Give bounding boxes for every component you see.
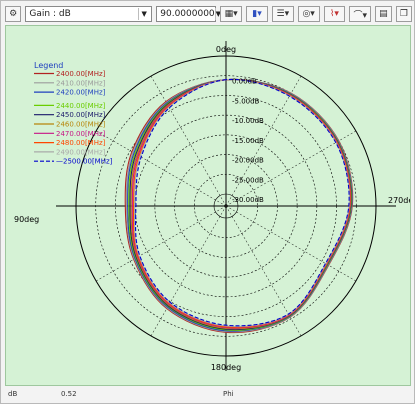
legend-label: 2450.00[MHz] [56,111,106,119]
plot-type-button[interactable]: ⌇▾ [323,6,346,22]
status-axis: Phi [223,390,234,398]
export-button[interactable]: ▤ [375,6,392,22]
radial-tick-label: -15.00dB [232,137,264,145]
grid-spoke [95,130,227,207]
legend-label: 2440.00[MHz] [56,102,106,110]
grid-icon: ▦▾ [224,9,238,19]
polar-grid [56,41,396,371]
status-unit: dB [8,390,18,398]
angle-labels: 0deg 90deg 180deg 270deg [14,45,411,372]
curve-button[interactable]: ⌒▾ [349,6,372,22]
color-bars-icon: ▮▾ [252,9,262,19]
angle-label-top: 0deg [216,45,236,54]
color-button[interactable]: ▮▾ [246,6,268,22]
plot-area[interactable]: 0.00dB -5.00dB -10.00dB -15.00dB -20.00dB -25… [5,25,411,386]
toolbar: ⚙ Gain : dB ▼ 90.0000000 ▼ ▦▾ ▮▾ ☰▾ ◎▾ ⌇… [5,5,413,23]
target-icon: ◎▾ [302,9,315,19]
document-icon: ▤ [379,9,388,19]
grid-spoke [95,205,227,282]
series-group [124,78,354,334]
radial-tick-label: -30.00dB [232,196,264,204]
copy-button[interactable]: ❐ [395,6,413,22]
radial-tick-label: -20.00dB [232,157,264,165]
radial-tick-label: -10.00dB [232,117,264,125]
legend-label: 2470.00[MHz] [56,130,106,138]
legend-label: 2460.00[MHz] [56,121,106,129]
legend-label: 2420.00[MHz] [56,89,106,97]
radial-tick-label: -5.00dB [232,97,260,105]
grid-spoke [225,130,357,207]
status-value: 0.52 [61,390,77,398]
angle-select-value: 90.0000000 [160,9,215,19]
radial-tick-label: -25.00dB [232,176,264,184]
polar-chart: 0.00dB -5.00dB -10.00dB -15.00dB -20.00dB -25… [14,41,411,372]
copy-icon: ❐ [399,9,408,19]
legend-label: 2400.00[MHz] [56,70,106,78]
legend-label: 2410.00[MHz] [56,79,106,87]
marker-button[interactable]: ◎▾ [297,6,320,22]
list-icon: ☰▾ [276,9,290,19]
chevron-down-icon: ▼ [138,8,149,20]
line-chart-icon: ⌇▾ [330,9,339,19]
settings-button[interactable]: ⚙ [5,6,22,22]
grid-spoke [150,75,227,207]
radial-tick-labels: 0.00dB -5.00dB -10.00dB -15.00dB -20.00dB -25… [232,78,264,204]
legend-button[interactable]: ☰▾ [271,6,294,22]
curve-icon: ⌒▾ [353,10,368,21]
quantity-select[interactable]: Gain : dB ▼ [25,6,153,22]
radial-tick-label: 0.00dB [232,78,257,86]
legend-label: 2490.00[MHz] [56,148,106,156]
grid-spoke [225,205,357,282]
angle-label-right: 270deg [388,196,411,205]
angle-label-left: 90deg [14,215,39,224]
gear-icon: ⚙ [9,9,18,19]
series-line [134,78,350,327]
legend-label: —2500.00[MHz] [56,158,113,166]
angle-select[interactable]: 90.0000000 ▼ [156,6,221,22]
legend: 2400.00[MHz]2410.00[MHz] 2420.00[MHz] 2440… [34,70,113,166]
legend-label: 2480.00[MHz] [56,139,106,147]
status-bar: dB 0.52 Phi [5,387,411,401]
angle-label-bottom: 180deg [211,363,241,372]
legend-title: Legend [34,61,63,70]
grid-spoke [225,75,302,207]
grid-spoke [150,205,227,337]
grid-style-button[interactable]: ▦▾ [220,6,243,22]
quantity-select-value: Gain : dB [29,9,71,19]
chevron-down-icon: ▼ [214,8,222,20]
